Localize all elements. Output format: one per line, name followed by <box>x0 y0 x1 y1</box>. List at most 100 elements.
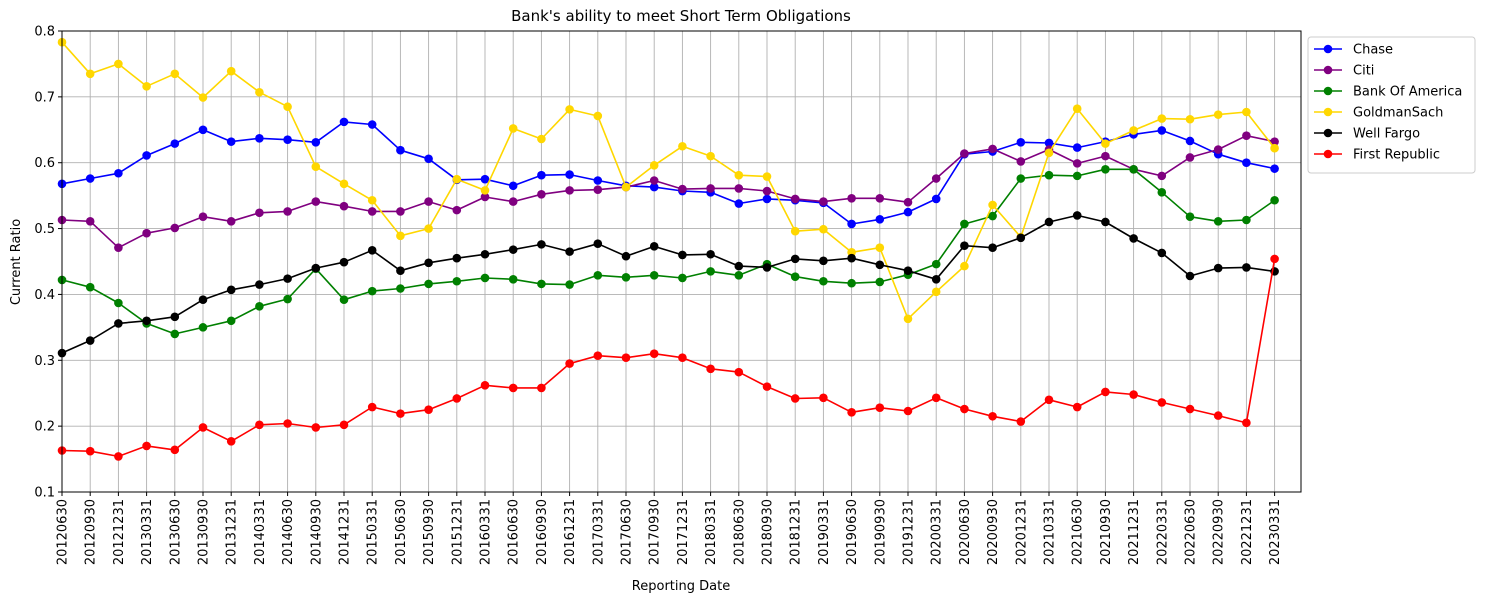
data-point <box>706 151 715 161</box>
y-tick-label: 0.1 <box>34 486 55 501</box>
data-point <box>565 280 574 289</box>
data-point <box>367 120 377 129</box>
data-point <box>875 243 885 252</box>
data-point <box>480 381 490 390</box>
y-tick-label: 0.8 <box>34 25 55 40</box>
legend-marker <box>1323 86 1333 96</box>
data-point <box>226 137 236 146</box>
data-point <box>734 261 744 271</box>
data-point <box>565 247 574 256</box>
data-point <box>255 87 264 97</box>
data-point <box>621 353 631 362</box>
data-point <box>339 420 349 430</box>
x-tick-label: 20161231 <box>563 499 578 565</box>
data-point <box>762 263 772 272</box>
data-point <box>1016 233 1026 243</box>
data-point <box>537 134 546 144</box>
x-tick-label: 20160331 <box>479 499 494 565</box>
data-point <box>875 260 885 270</box>
data-point <box>452 174 462 184</box>
x-tick-label: 20200331 <box>930 499 945 565</box>
data-point <box>649 271 659 280</box>
data-point <box>1242 418 1251 428</box>
x-tick-label: 20130331 <box>140 499 155 565</box>
legend-box <box>1307 36 1476 174</box>
x-tick-label: 20130630 <box>168 499 183 565</box>
data-point <box>339 257 349 267</box>
data-point <box>114 319 123 328</box>
series-chase <box>57 117 1279 229</box>
data-point <box>649 176 659 185</box>
legend-label: Chase <box>1353 43 1393 58</box>
x-tick-label: 20171231 <box>676 499 691 565</box>
data-point <box>847 278 856 288</box>
data-point <box>1072 211 1082 220</box>
data-point <box>1016 174 1026 183</box>
data-point <box>734 170 744 180</box>
data-point <box>762 194 772 204</box>
data-point <box>142 441 151 451</box>
legend-label: Well Fargo <box>1353 127 1420 142</box>
plot-frame <box>61 30 1302 493</box>
data-point <box>255 134 264 143</box>
data-point <box>988 211 997 221</box>
data-point <box>593 185 603 195</box>
data-point <box>114 298 123 308</box>
series-goldmansach <box>57 37 1279 324</box>
data-point <box>1157 126 1167 135</box>
data-point <box>198 93 208 102</box>
y-tick-label: 0.3 <box>34 354 55 369</box>
x-tick-label: 20160930 <box>535 499 550 565</box>
data-point <box>931 174 941 183</box>
data-point <box>875 277 885 287</box>
data-point <box>85 282 95 292</box>
data-point <box>593 351 603 360</box>
data-point <box>1101 387 1110 397</box>
data-point <box>988 144 997 154</box>
data-point <box>367 402 377 412</box>
x-tick-label: 20150630 <box>394 499 409 565</box>
data-point <box>1157 248 1167 258</box>
data-point <box>226 316 236 326</box>
legend-item: Bank Of America <box>1314 85 1462 100</box>
data-point <box>1242 131 1251 141</box>
data-point <box>649 349 659 359</box>
data-point <box>170 223 180 233</box>
data-point <box>1129 390 1138 399</box>
data-point <box>1044 148 1054 158</box>
legend-item: Citi <box>1314 64 1374 79</box>
data-point <box>452 253 462 263</box>
series-citi <box>57 131 1279 252</box>
data-point <box>1213 145 1223 154</box>
data-point <box>1072 104 1082 114</box>
x-tick-label: 20230331 <box>1268 499 1283 565</box>
grid <box>61 30 1301 493</box>
data-point <box>452 394 462 403</box>
data-point <box>1270 143 1279 153</box>
x-tick-label: 20170630 <box>620 499 635 565</box>
x-tick-label: 20190630 <box>845 499 860 565</box>
legend-marker <box>1323 128 1333 138</box>
x-tick-label: 20180630 <box>732 499 747 565</box>
data-point <box>1157 171 1167 181</box>
data-point <box>1129 234 1138 243</box>
x-tick-label: 20121231 <box>112 499 127 565</box>
data-point <box>508 181 518 191</box>
x-tick-label: 20210331 <box>1043 499 1058 565</box>
data-point <box>847 408 856 417</box>
data-point <box>283 102 292 112</box>
data-point <box>367 286 377 296</box>
data-point <box>396 409 405 418</box>
data-point <box>508 245 518 254</box>
legend-marker <box>1323 65 1333 75</box>
data-point <box>367 246 377 255</box>
legend-marker <box>1323 107 1333 117</box>
data-point <box>593 111 603 121</box>
data-point <box>1213 411 1223 420</box>
x-tick-label: 20221231 <box>1240 499 1255 565</box>
data-point <box>678 250 687 260</box>
data-point <box>1101 165 1110 174</box>
y-axis-title: Current Ratio <box>9 219 24 305</box>
data-point <box>424 258 433 268</box>
data-point <box>819 256 828 266</box>
